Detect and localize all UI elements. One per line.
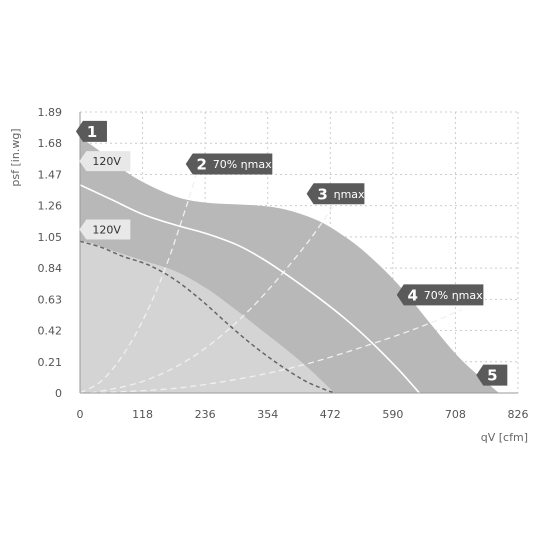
y-tick-label: 1.68 [38, 137, 63, 150]
marker-number: 3 [317, 185, 327, 203]
axes [79, 112, 518, 394]
y-tick-label: 0.84 [38, 262, 63, 275]
efficiency-line-2 [90, 203, 336, 394]
marker-number: 1 [87, 123, 97, 141]
x-tick-label: 118 [132, 408, 153, 421]
voltage-tag-shape [79, 151, 131, 172]
voltage-tag-shape [79, 219, 131, 240]
marker-number: 5 [487, 367, 497, 385]
x-tick-label: 590 [382, 408, 403, 421]
y-tick-label: 1.47 [38, 168, 63, 181]
x-tick-label: 472 [320, 408, 341, 421]
y-tick-label: 1.05 [38, 231, 63, 244]
voltage-label: 120V [79, 151, 131, 172]
y-axis-label: psf [in.wg] [9, 128, 22, 186]
voltage-text: 120V [92, 223, 121, 236]
marker-tag-shape [75, 120, 107, 142]
x-tick-label: 708 [445, 408, 466, 421]
marker-1: 1 [75, 120, 107, 142]
y-tick-label: 1.89 [38, 106, 63, 119]
chart-lines [79, 172, 463, 394]
marker-label: 70% ηmax [424, 289, 483, 302]
y-tick-label: 1.26 [38, 200, 63, 213]
x-tick-label: 826 [508, 408, 529, 421]
y-tick-label: 0 [55, 387, 62, 400]
marker-number: 4 [408, 286, 418, 304]
inner-operating-area [80, 241, 335, 393]
efficiency-line-3 [90, 309, 463, 394]
marker-2: 2 70% ηmax [185, 153, 273, 175]
x-axis-label: qV [cfm] [481, 431, 528, 444]
marker-tag-shape [306, 183, 365, 205]
marker-4: 4 70% ηmax [396, 284, 484, 306]
x-tick-label: 236 [195, 408, 216, 421]
y-tick-label: 0.42 [38, 325, 63, 338]
marker-tag-shape [476, 364, 508, 386]
marker-5: 5 [476, 364, 508, 386]
x-tick-label: 0 [77, 408, 84, 421]
marker-number: 2 [197, 156, 207, 174]
voltage-label: 120V [79, 219, 131, 240]
y-tick-label: 0.63 [38, 293, 63, 306]
tick-labels: 00.210.420.630.841.051.261.471.681.890 11… [38, 106, 529, 421]
series-line-2 [79, 240, 335, 394]
series-line-1 [79, 184, 420, 394]
efficiency-line-1 [79, 172, 198, 394]
marker-3: 3 ηmax [306, 183, 365, 205]
marker-label: ηmax [334, 188, 365, 201]
marker-tag-shape [185, 153, 273, 175]
annotations: 1 2 70% ηmax 3 ηmax 4 70% ηmax 5 120V 120V [75, 120, 508, 386]
y-tick-label: 0.21 [38, 356, 63, 369]
marker-label: 70% ηmax [213, 158, 272, 171]
marker-tag-shape [396, 284, 484, 306]
x-tick-label: 354 [257, 408, 278, 421]
voltage-text: 120V [92, 155, 121, 168]
